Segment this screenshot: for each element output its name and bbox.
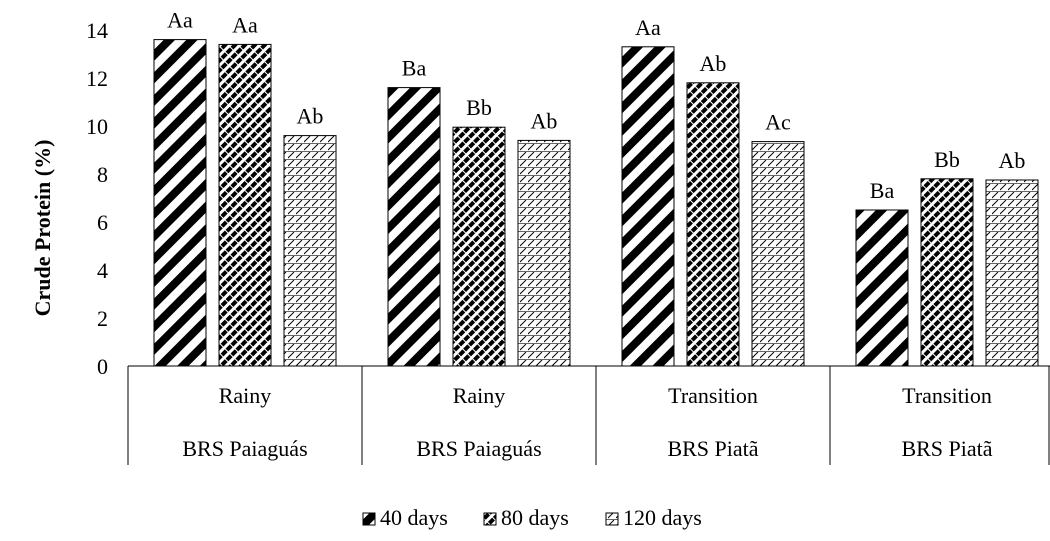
bar-40-days xyxy=(153,39,207,367)
y-tick-label: 14 xyxy=(86,18,108,43)
bar-120-days xyxy=(751,141,805,367)
y-tick-label: 12 xyxy=(86,66,108,91)
category-period-label: Rainy xyxy=(219,383,272,408)
bar-80-days xyxy=(218,43,272,367)
bar-120-days xyxy=(517,139,571,367)
legend-swatch xyxy=(605,512,619,526)
bar-80-days xyxy=(686,82,740,367)
category-cultivar-label: BRS Paiaguás xyxy=(182,436,307,461)
bar-data-label: Aa xyxy=(167,8,193,33)
category-period-label: Transition xyxy=(668,383,758,408)
bars xyxy=(153,39,1039,367)
y-tick-label: 2 xyxy=(97,306,108,331)
bar-data-label: Bb xyxy=(466,95,492,120)
bar-data-label: Ac xyxy=(765,110,791,135)
legend-label: 120 days xyxy=(623,505,702,530)
bar-80-days xyxy=(920,178,974,367)
bar-data-label: Ba xyxy=(870,178,895,203)
bar-120-days xyxy=(985,179,1039,367)
legend-label: 80 days xyxy=(501,505,569,530)
y-tick-label: 0 xyxy=(97,354,108,379)
bar-data-label: Ab xyxy=(531,108,558,133)
bar-data-label: Aa xyxy=(635,15,661,40)
bar-data-label: Aa xyxy=(232,12,258,37)
y-tick-label: 10 xyxy=(86,114,108,139)
bar-data-label: Ab xyxy=(700,51,727,76)
category-cultivar-label: BRS Piatã xyxy=(667,436,758,461)
y-axis-label: Crude Protein (%) xyxy=(30,140,55,317)
bar-40-days xyxy=(621,46,675,367)
bar-40-days xyxy=(855,209,909,367)
bar-40-days xyxy=(387,87,441,367)
y-tick-label: 6 xyxy=(97,210,108,235)
bar-data-label: Ba xyxy=(402,56,427,81)
bar-data-label: Ab xyxy=(297,104,324,129)
legend-swatch xyxy=(362,512,376,526)
legend: 40 days 80 days 120 days xyxy=(362,505,702,530)
category-cultivar-label: BRS Piatã xyxy=(901,436,992,461)
bar-data-label: Ab xyxy=(999,148,1026,173)
bar-labels: Aa Aa Ab Ba Bb Ab Aa Ab Ac Ba Bb Ab xyxy=(167,8,1025,203)
category-period-label: Transition xyxy=(902,383,992,408)
legend-label: 40 days xyxy=(380,505,448,530)
category-cultivar-label: BRS Paiaguás xyxy=(416,436,541,461)
bar-data-label: Bb xyxy=(934,147,960,172)
bar-80-days xyxy=(452,126,506,367)
y-tick-label: 8 xyxy=(97,162,108,187)
y-tick-label: 4 xyxy=(97,258,108,283)
y-axis: 0 2 4 6 8 10 12 14 xyxy=(86,18,108,379)
category-period-label: Rainy xyxy=(453,383,506,408)
x-axis: Rainy BRS Paiaguás Rainy BRS Paiaguás Transi… xyxy=(127,365,1050,465)
bar-120-days xyxy=(283,135,337,367)
legend-swatch xyxy=(483,512,497,526)
